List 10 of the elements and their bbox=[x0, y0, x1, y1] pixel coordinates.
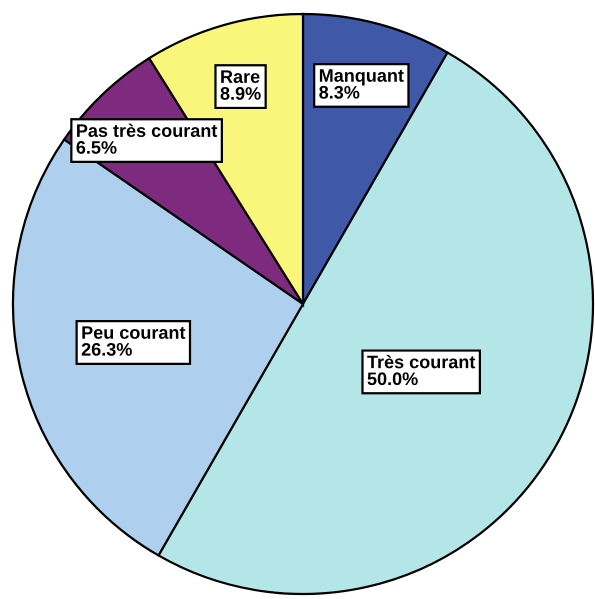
slice-label: Très courant bbox=[367, 354, 476, 368]
slice-label: Peu courant bbox=[82, 326, 186, 339]
data-label: 50.0% bbox=[368, 372, 418, 386]
slice-label: Rare bbox=[221, 70, 260, 84]
data-label: 26.3% bbox=[82, 342, 132, 356]
slice-label: Manquant bbox=[320, 69, 404, 86]
data-label: 8.3% bbox=[319, 86, 360, 99]
slice-label: Pas très courant bbox=[77, 124, 218, 138]
data-label: 6.5% bbox=[76, 141, 117, 154]
data-label: 8.9% bbox=[220, 87, 261, 100]
